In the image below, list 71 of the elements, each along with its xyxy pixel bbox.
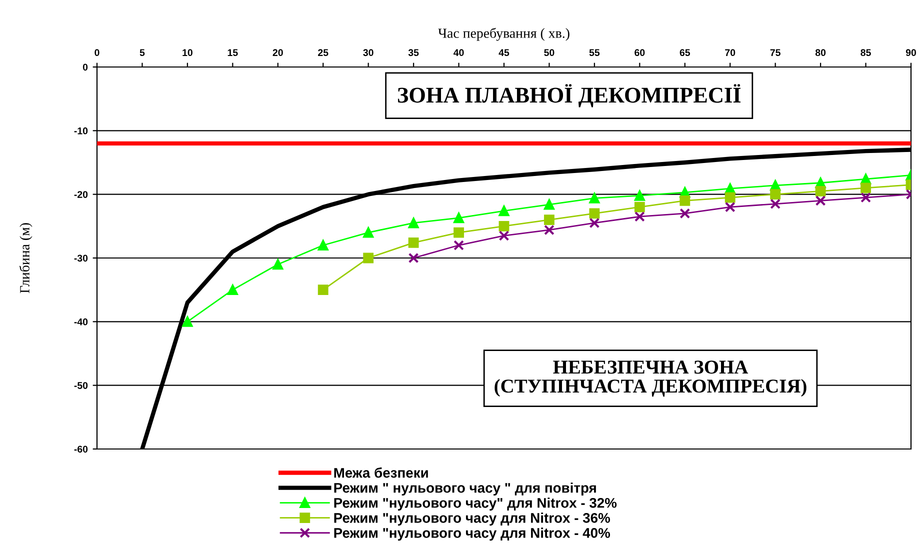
y-tick-label: -60	[74, 446, 88, 453]
point	[408, 238, 419, 248]
point	[770, 198, 781, 210]
point	[363, 227, 374, 238]
x-tick-label: 40	[454, 49, 464, 56]
point	[589, 218, 600, 228]
point	[227, 284, 238, 296]
x-tick-label: 0	[94, 49, 100, 56]
legend-label: Режим "нульового часу" для Nitrox - 32%	[334, 498, 617, 511]
x-tick-label: 60	[634, 49, 645, 56]
x-tick-label: 55	[589, 49, 600, 56]
annotation: ЗОНА ПЛАВНОЇ ДЕКОМПРЕСІЇ	[398, 84, 741, 108]
x-tick-label: 20	[272, 49, 283, 56]
annotation: НЕБЕЗПЕЧНА ЗОНА (СТУПІНЧАСТА ДЕКОМПРЕСІЯ)	[494, 360, 806, 397]
point	[634, 211, 645, 222]
x-tick-label: 75	[770, 49, 780, 56]
legend-label: Межа безпеки	[334, 467, 428, 478]
point	[860, 182, 871, 194]
y-tick-label: -30	[74, 254, 88, 262]
point	[589, 192, 600, 204]
x-tick-label: 30	[363, 49, 374, 56]
x-tick-label: 70	[725, 49, 736, 56]
point	[454, 240, 464, 250]
point	[408, 218, 419, 228]
point	[272, 259, 284, 270]
x-tick-label: 5	[140, 49, 145, 56]
point	[724, 192, 736, 203]
point	[815, 186, 826, 196]
y-axis-title: Глибина (м)	[19, 223, 32, 294]
y-tick-label: -40	[74, 318, 88, 326]
point	[498, 220, 510, 232]
x-tick-label: 50	[544, 49, 554, 56]
point	[408, 252, 419, 264]
y-tick-label: 0	[82, 64, 88, 71]
point	[724, 202, 736, 212]
point	[860, 174, 871, 184]
point	[498, 206, 510, 216]
y-tick-label: -20	[74, 191, 88, 198]
point	[454, 227, 464, 238]
point	[634, 190, 645, 201]
x-tick-label: 25	[318, 49, 328, 56]
y-tick-label: -10	[74, 127, 88, 134]
point	[318, 240, 328, 250]
x-tick-label: 35	[408, 49, 419, 56]
point	[589, 208, 600, 219]
point	[182, 316, 193, 327]
point	[544, 224, 554, 236]
point	[544, 199, 554, 210]
point	[544, 214, 554, 226]
point	[498, 230, 510, 241]
x-tick-label: 15	[228, 49, 238, 56]
point	[680, 208, 690, 219]
point	[860, 192, 871, 203]
point	[634, 202, 645, 212]
point	[815, 195, 826, 206]
x-tick-label: 80	[815, 49, 826, 56]
point	[770, 189, 781, 200]
point	[680, 195, 690, 206]
x-axis-title: Час перебування ( хв.)	[438, 28, 570, 41]
x-tick-label: 65	[680, 49, 690, 56]
point	[363, 252, 374, 264]
x-tick-label: 10	[182, 49, 192, 56]
legend-label: Режим "нульового часу для Nitrox - 36%	[334, 512, 610, 526]
x-tick-label: 85	[860, 49, 871, 56]
x-tick-label: 90	[906, 49, 916, 56]
point	[454, 212, 464, 224]
legend-label: Режим "нульового часу для Nitrox - 40%	[334, 528, 610, 541]
y-tick-label: -50	[74, 382, 88, 389]
point	[318, 284, 328, 296]
legend-label: Режим " нульового часу " для повітря	[334, 482, 596, 496]
x-tick-label: 45	[498, 49, 510, 56]
